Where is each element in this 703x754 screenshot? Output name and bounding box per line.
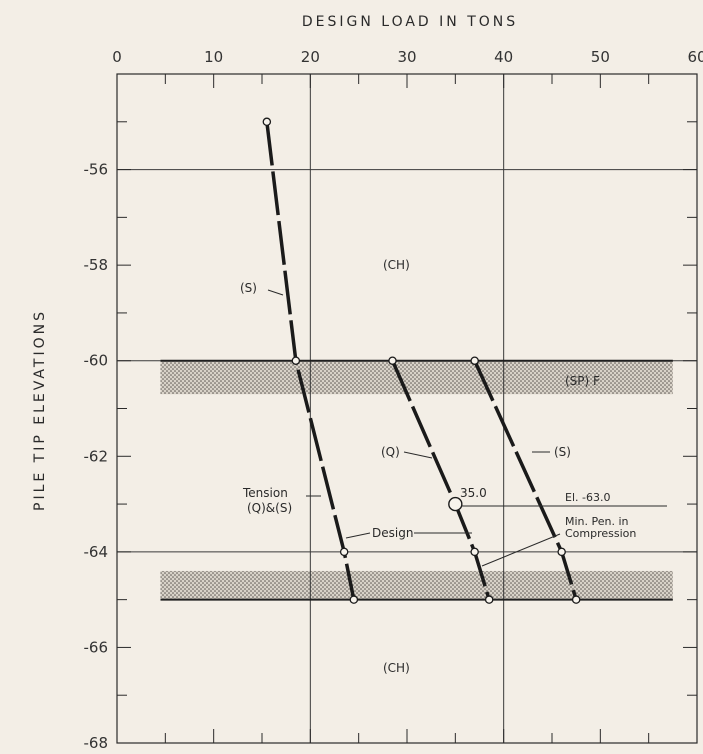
series-1-point-2 bbox=[470, 547, 479, 557]
q-label: (Q) bbox=[381, 445, 400, 459]
ch-lower-label: (CH) bbox=[383, 661, 410, 675]
min-pen-elev-label: El. -63.0 bbox=[565, 491, 610, 504]
tension-qs-label: (Q)&(S) bbox=[247, 501, 292, 515]
plot-frame bbox=[116, 73, 698, 744]
series-1-point-3 bbox=[484, 595, 494, 604]
min-pen-label: Min. Pen. in bbox=[565, 515, 629, 528]
y-tick-label-64: -64 bbox=[84, 543, 109, 561]
design-label: Design bbox=[372, 526, 413, 540]
annotations: (CH) (CH) (SP) F (S) (Q) (S) Tension (Q)… bbox=[240, 258, 667, 675]
x-tick-label-40: 40 bbox=[494, 48, 513, 66]
series-line-2 bbox=[473, 359, 578, 601]
x-tick-label-20: 20 bbox=[301, 48, 320, 66]
compression-label: Compression bbox=[565, 527, 636, 540]
x-tick-label-60: 60 bbox=[687, 48, 703, 66]
s-upper-label: (S) bbox=[240, 281, 257, 295]
soil-layer-band-1 bbox=[160, 360, 673, 395]
x-tick-label-0: 0 bbox=[112, 48, 122, 66]
y-tick-label-66: -66 bbox=[84, 638, 109, 656]
design-leader-left bbox=[345, 532, 371, 539]
ch-upper-label: (CH) bbox=[383, 258, 410, 272]
y-tick-label-60: -60 bbox=[84, 352, 109, 370]
s-upper-leader bbox=[267, 289, 284, 296]
y-tick-label-62: -62 bbox=[84, 447, 109, 465]
x-tick-label-10: 10 bbox=[204, 48, 223, 66]
x-tick-label-30: 30 bbox=[397, 48, 416, 66]
y-axis-title: PILE TIP ELEVATIONS bbox=[32, 309, 48, 511]
y-tick-label-56: -56 bbox=[84, 161, 109, 179]
soil-layers bbox=[160, 360, 673, 600]
series-2-point-1 bbox=[557, 547, 566, 557]
x-axis-title: DESIGN LOAD IN TONS bbox=[302, 14, 518, 30]
y-tick-label-68: -68 bbox=[84, 734, 109, 752]
y-tick-label-58: -58 bbox=[84, 256, 109, 274]
q-leader bbox=[403, 451, 433, 459]
x-tick-label-50: 50 bbox=[591, 48, 610, 66]
series-0-point-1 bbox=[291, 356, 301, 365]
series-line-1 bbox=[390, 360, 491, 601]
s-right-label: (S) bbox=[554, 445, 571, 459]
soil-layer-band-2 bbox=[160, 570, 673, 600]
design-point-marker bbox=[448, 496, 463, 512]
series-0-point-2 bbox=[339, 547, 349, 557]
compression-leader bbox=[481, 533, 561, 567]
series-2-point-0 bbox=[470, 356, 479, 365]
series-line-0 bbox=[265, 121, 356, 600]
design-value-label: 35.0 bbox=[460, 486, 487, 500]
series-1-point-0 bbox=[388, 356, 397, 365]
series-lines bbox=[262, 117, 581, 604]
series-0-point-0 bbox=[262, 117, 272, 127]
series-0-point-3 bbox=[349, 595, 359, 604]
tick-labels: 0 10 20 30 40 50 60 -56 -58 -60 -62 -64 -66 -68 bbox=[84, 48, 703, 752]
series-2-point-2 bbox=[571, 595, 581, 604]
chart-grid bbox=[116, 73, 698, 744]
sp-layer-label: (SP) F bbox=[565, 374, 600, 388]
tension-label: Tension bbox=[242, 486, 288, 500]
